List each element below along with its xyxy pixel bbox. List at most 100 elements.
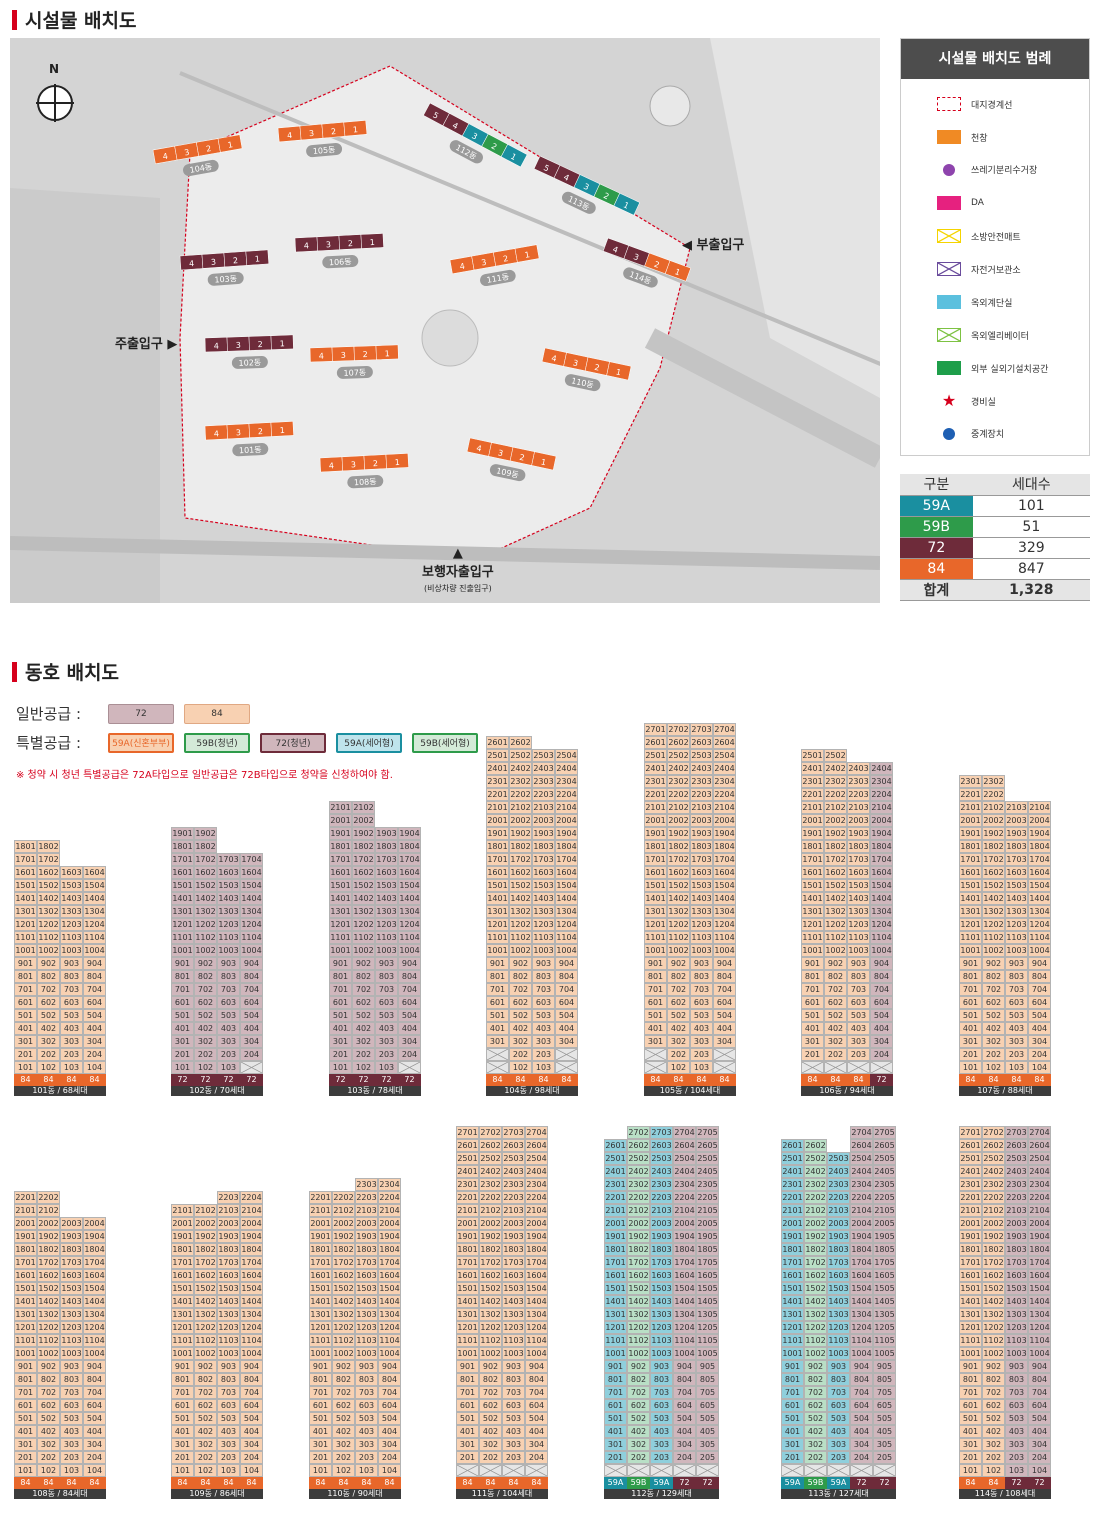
map-unit-number: 2 [348, 239, 354, 248]
unit-cell: 1403 [217, 892, 240, 905]
unit-cell: 1202 [804, 1321, 827, 1334]
unit-type-footer: 84 [378, 1477, 401, 1489]
map-unit-number: 2 [205, 144, 212, 154]
unit-cell: 1303 [532, 905, 555, 918]
unit-cell: 403 [60, 1425, 83, 1438]
unit-cell: 2504 [1028, 1152, 1051, 1165]
unit-cell: 1204 [555, 918, 578, 931]
unit-cell: 1502 [194, 879, 217, 892]
unit-cell: 1803 [375, 840, 398, 853]
map-unit-number: 4 [287, 131, 293, 140]
unit-cell: 1001 [604, 1347, 627, 1360]
unit-cell: 1001 [456, 1347, 479, 1360]
unit-cell: 1901 [456, 1230, 479, 1243]
unit-cell: 1402 [194, 1295, 217, 1308]
unit-cell: 2202 [982, 788, 1005, 801]
map-unit-block [217, 134, 243, 153]
unit-cell: 601 [801, 996, 824, 1009]
unit-cell: 803 [1005, 970, 1028, 983]
map-building-pill [561, 191, 596, 214]
unit-cell: 604 [555, 996, 578, 1009]
map-building-pill [347, 475, 384, 489]
unit-cell: 201 [171, 1451, 194, 1464]
empty-unit [502, 1464, 525, 1477]
unit-cell: 2201 [14, 1191, 37, 1204]
unit-cell: 2001 [14, 1217, 37, 1230]
unit-type-footer: 84 [1028, 1074, 1051, 1086]
unit-cell: 1401 [644, 892, 667, 905]
unit-cell: 2702 [479, 1126, 502, 1139]
unit-cell: 1804 [870, 840, 893, 853]
unit-cell: 1402 [37, 892, 60, 905]
unit-cell: 2103 [532, 801, 555, 814]
site-map: 4 3 2 1 101동 4 3 2 1 102동 4 3 2 1 103동 4 3 2 1 104동 4 3 2 1 105동… [10, 38, 880, 603]
unit-cell: 701 [456, 1386, 479, 1399]
unit-cell: 501 [14, 1009, 37, 1022]
unit-cell: 904 [240, 957, 263, 970]
unit-cell: 2303 [1005, 1178, 1028, 1191]
unit-cell: 1104 [378, 1334, 401, 1347]
unit-cell: 803 [60, 970, 83, 983]
unit-cell: 303 [532, 1035, 555, 1048]
unit-cell: 1601 [604, 1269, 627, 1282]
unit-cell: 703 [827, 1386, 850, 1399]
unit-cell: 2701 [644, 723, 667, 736]
legend-swatch [937, 262, 961, 276]
unit-cell: 304 [673, 1438, 696, 1451]
unit-cell: 1604 [555, 866, 578, 879]
unit-cell: 502 [509, 1009, 532, 1022]
unit-cell: 1504 [673, 1282, 696, 1295]
unit-cell: 2501 [644, 749, 667, 762]
unit-cell: 1601 [959, 866, 982, 879]
unit-cell: 2003 [355, 1217, 378, 1230]
unit-cell: 702 [194, 1386, 217, 1399]
unit-cell: 303 [355, 1438, 378, 1451]
unit-cell: 1503 [217, 1282, 240, 1295]
unit-cell: 2403 [1005, 1165, 1028, 1178]
unit-cell: 1604 [870, 866, 893, 879]
unit-cell: 2004 [378, 1217, 401, 1230]
unit-cell: 1401 [959, 1295, 982, 1308]
unit-section-title: 동호 배치도 [12, 658, 119, 685]
unit-cell: 1303 [60, 1308, 83, 1321]
unit-cell: 1603 [375, 866, 398, 879]
empty-unit [240, 1061, 263, 1074]
unit-cell: 1201 [329, 918, 352, 931]
unit-cell: 1702 [332, 1256, 355, 1269]
unit-cell: 1604 [83, 1269, 106, 1282]
unit-cell: 1802 [804, 1243, 827, 1256]
unit-cell: 1202 [824, 918, 847, 931]
unit-cell: 404 [713, 1022, 736, 1035]
unit-cell: 904 [1028, 1360, 1051, 1373]
unit-cell: 301 [781, 1438, 804, 1451]
unit-cell: 1102 [982, 1334, 1005, 1347]
unit-cell: 2504 [555, 749, 578, 762]
unit-cell: 1001 [329, 944, 352, 957]
unit-cell: 702 [332, 1386, 355, 1399]
ped-entrance-text: 보행자출입구 [422, 565, 494, 580]
unit-cell: 2704 [525, 1126, 548, 1139]
unit-cell: 801 [644, 970, 667, 983]
unit-type-footer: 72 [696, 1477, 719, 1489]
unit-cell: 501 [171, 1009, 194, 1022]
unit-cell: 1203 [1005, 918, 1028, 931]
unit-cell: 1104 [1028, 931, 1051, 944]
unit-cell: 1003 [1005, 944, 1028, 957]
unit-cell: 1102 [804, 1334, 827, 1347]
unit-cell: 1602 [352, 866, 375, 879]
legend-title: 시설물 배치도 범례 [901, 39, 1089, 79]
unit-type-footer: 72 [850, 1477, 873, 1489]
unit-cell: 2503 [1005, 1152, 1028, 1165]
unit-cell: 1101 [14, 931, 37, 944]
unit-cell: 201 [781, 1451, 804, 1464]
unit-cell: 304 [525, 1438, 548, 1451]
unit-cell: 602 [824, 996, 847, 1009]
unit-cell: 103 [375, 1061, 398, 1074]
unit-cell: 2503 [532, 749, 555, 762]
unit-cell: 101 [959, 1464, 982, 1477]
unit-cell: 301 [959, 1035, 982, 1048]
unit-cell: 904 [240, 1360, 263, 1373]
unit-cell: 1504 [713, 879, 736, 892]
unit-cell: 802 [627, 1373, 650, 1386]
unit-cell: 601 [644, 996, 667, 1009]
